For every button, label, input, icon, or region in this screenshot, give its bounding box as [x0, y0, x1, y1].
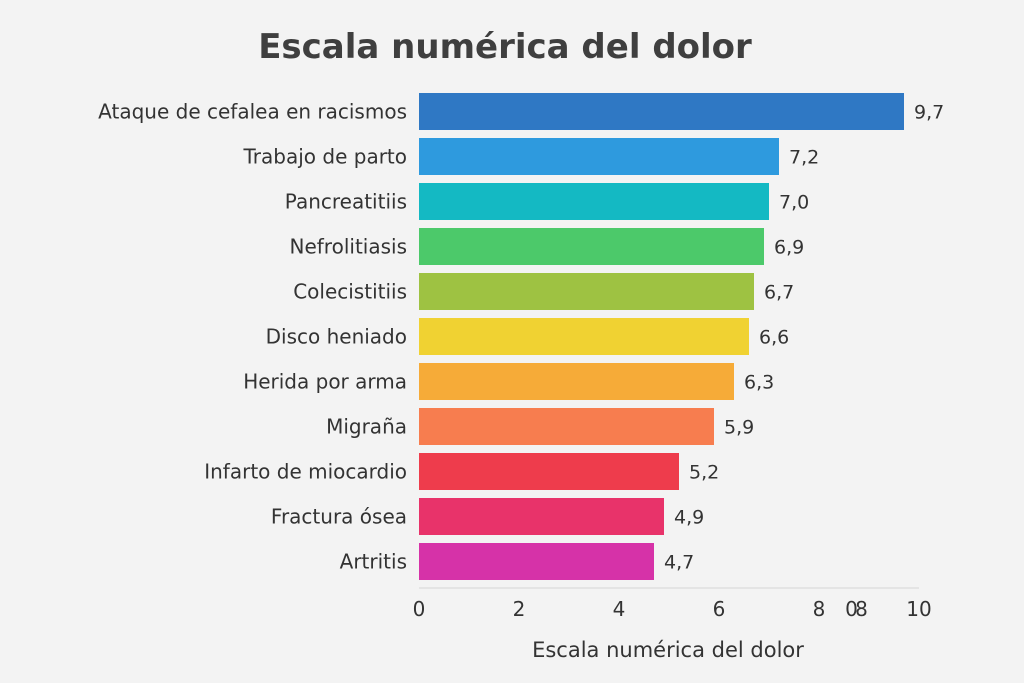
- bar: [419, 93, 904, 130]
- bar: [419, 183, 769, 220]
- x-tick-label: 0: [413, 597, 426, 621]
- bar: [419, 228, 764, 265]
- category-label: Fractura ósea: [271, 505, 407, 529]
- value-label: 7,0: [779, 192, 809, 214]
- x-tick-label: 6: [713, 597, 726, 621]
- x-tick-label: 10: [906, 597, 931, 621]
- category-label: Trabajo de parto: [243, 145, 407, 169]
- bar: [419, 363, 734, 400]
- x-tick-label: 0: [845, 597, 858, 621]
- value-label: 4,7: [664, 552, 694, 574]
- category-labels: Ataque de cefalea en racismos Trabajo de …: [98, 100, 407, 574]
- value-label: 9,7: [914, 102, 944, 124]
- category-label: Nefrolitiasis: [290, 235, 408, 259]
- bars-group: [419, 93, 904, 580]
- bar: [419, 273, 754, 310]
- x-axis-label: Escala numérica del dolor: [532, 638, 804, 662]
- value-label: 6,6: [759, 327, 789, 349]
- bar: [419, 138, 779, 175]
- category-label: Artritis: [340, 550, 407, 574]
- value-label: 4,9: [674, 507, 704, 529]
- bar: [419, 543, 654, 580]
- x-tick-label: 4: [613, 597, 626, 621]
- category-label: Ataque de cefalea en racismos: [98, 100, 407, 124]
- category-label: Pancreatitiis: [285, 190, 407, 214]
- bar: [419, 408, 714, 445]
- bar: [419, 453, 679, 490]
- category-label: Disco heniado: [266, 325, 407, 349]
- x-axis-ticks: 0 2 4 6 8 08 10: [413, 597, 932, 621]
- value-label: 6,3: [744, 372, 774, 394]
- value-label: 6,9: [774, 237, 804, 259]
- value-label: 6,7: [764, 282, 794, 304]
- category-label: Infarto de miocardio: [204, 460, 407, 484]
- chart-title: Escala numérica del dolor: [258, 27, 752, 67]
- bar: [419, 498, 664, 535]
- value-label: 5,9: [724, 417, 754, 439]
- bar: [419, 318, 749, 355]
- category-label: Colecistitiis: [293, 280, 407, 304]
- value-labels: 9,7 7,2 7,0 6,9 6,7 6,6 6,3 5,9 5,2 4,9 4,7: [664, 102, 944, 574]
- x-tick-label: 2: [513, 597, 526, 621]
- value-label: 7,2: [789, 147, 819, 169]
- x-tick-label: 8: [855, 597, 868, 621]
- category-label: Herida por arma: [243, 370, 407, 394]
- x-tick-label: 8: [813, 597, 826, 621]
- category-label: Migraña: [326, 415, 407, 439]
- value-label: 5,2: [689, 462, 719, 484]
